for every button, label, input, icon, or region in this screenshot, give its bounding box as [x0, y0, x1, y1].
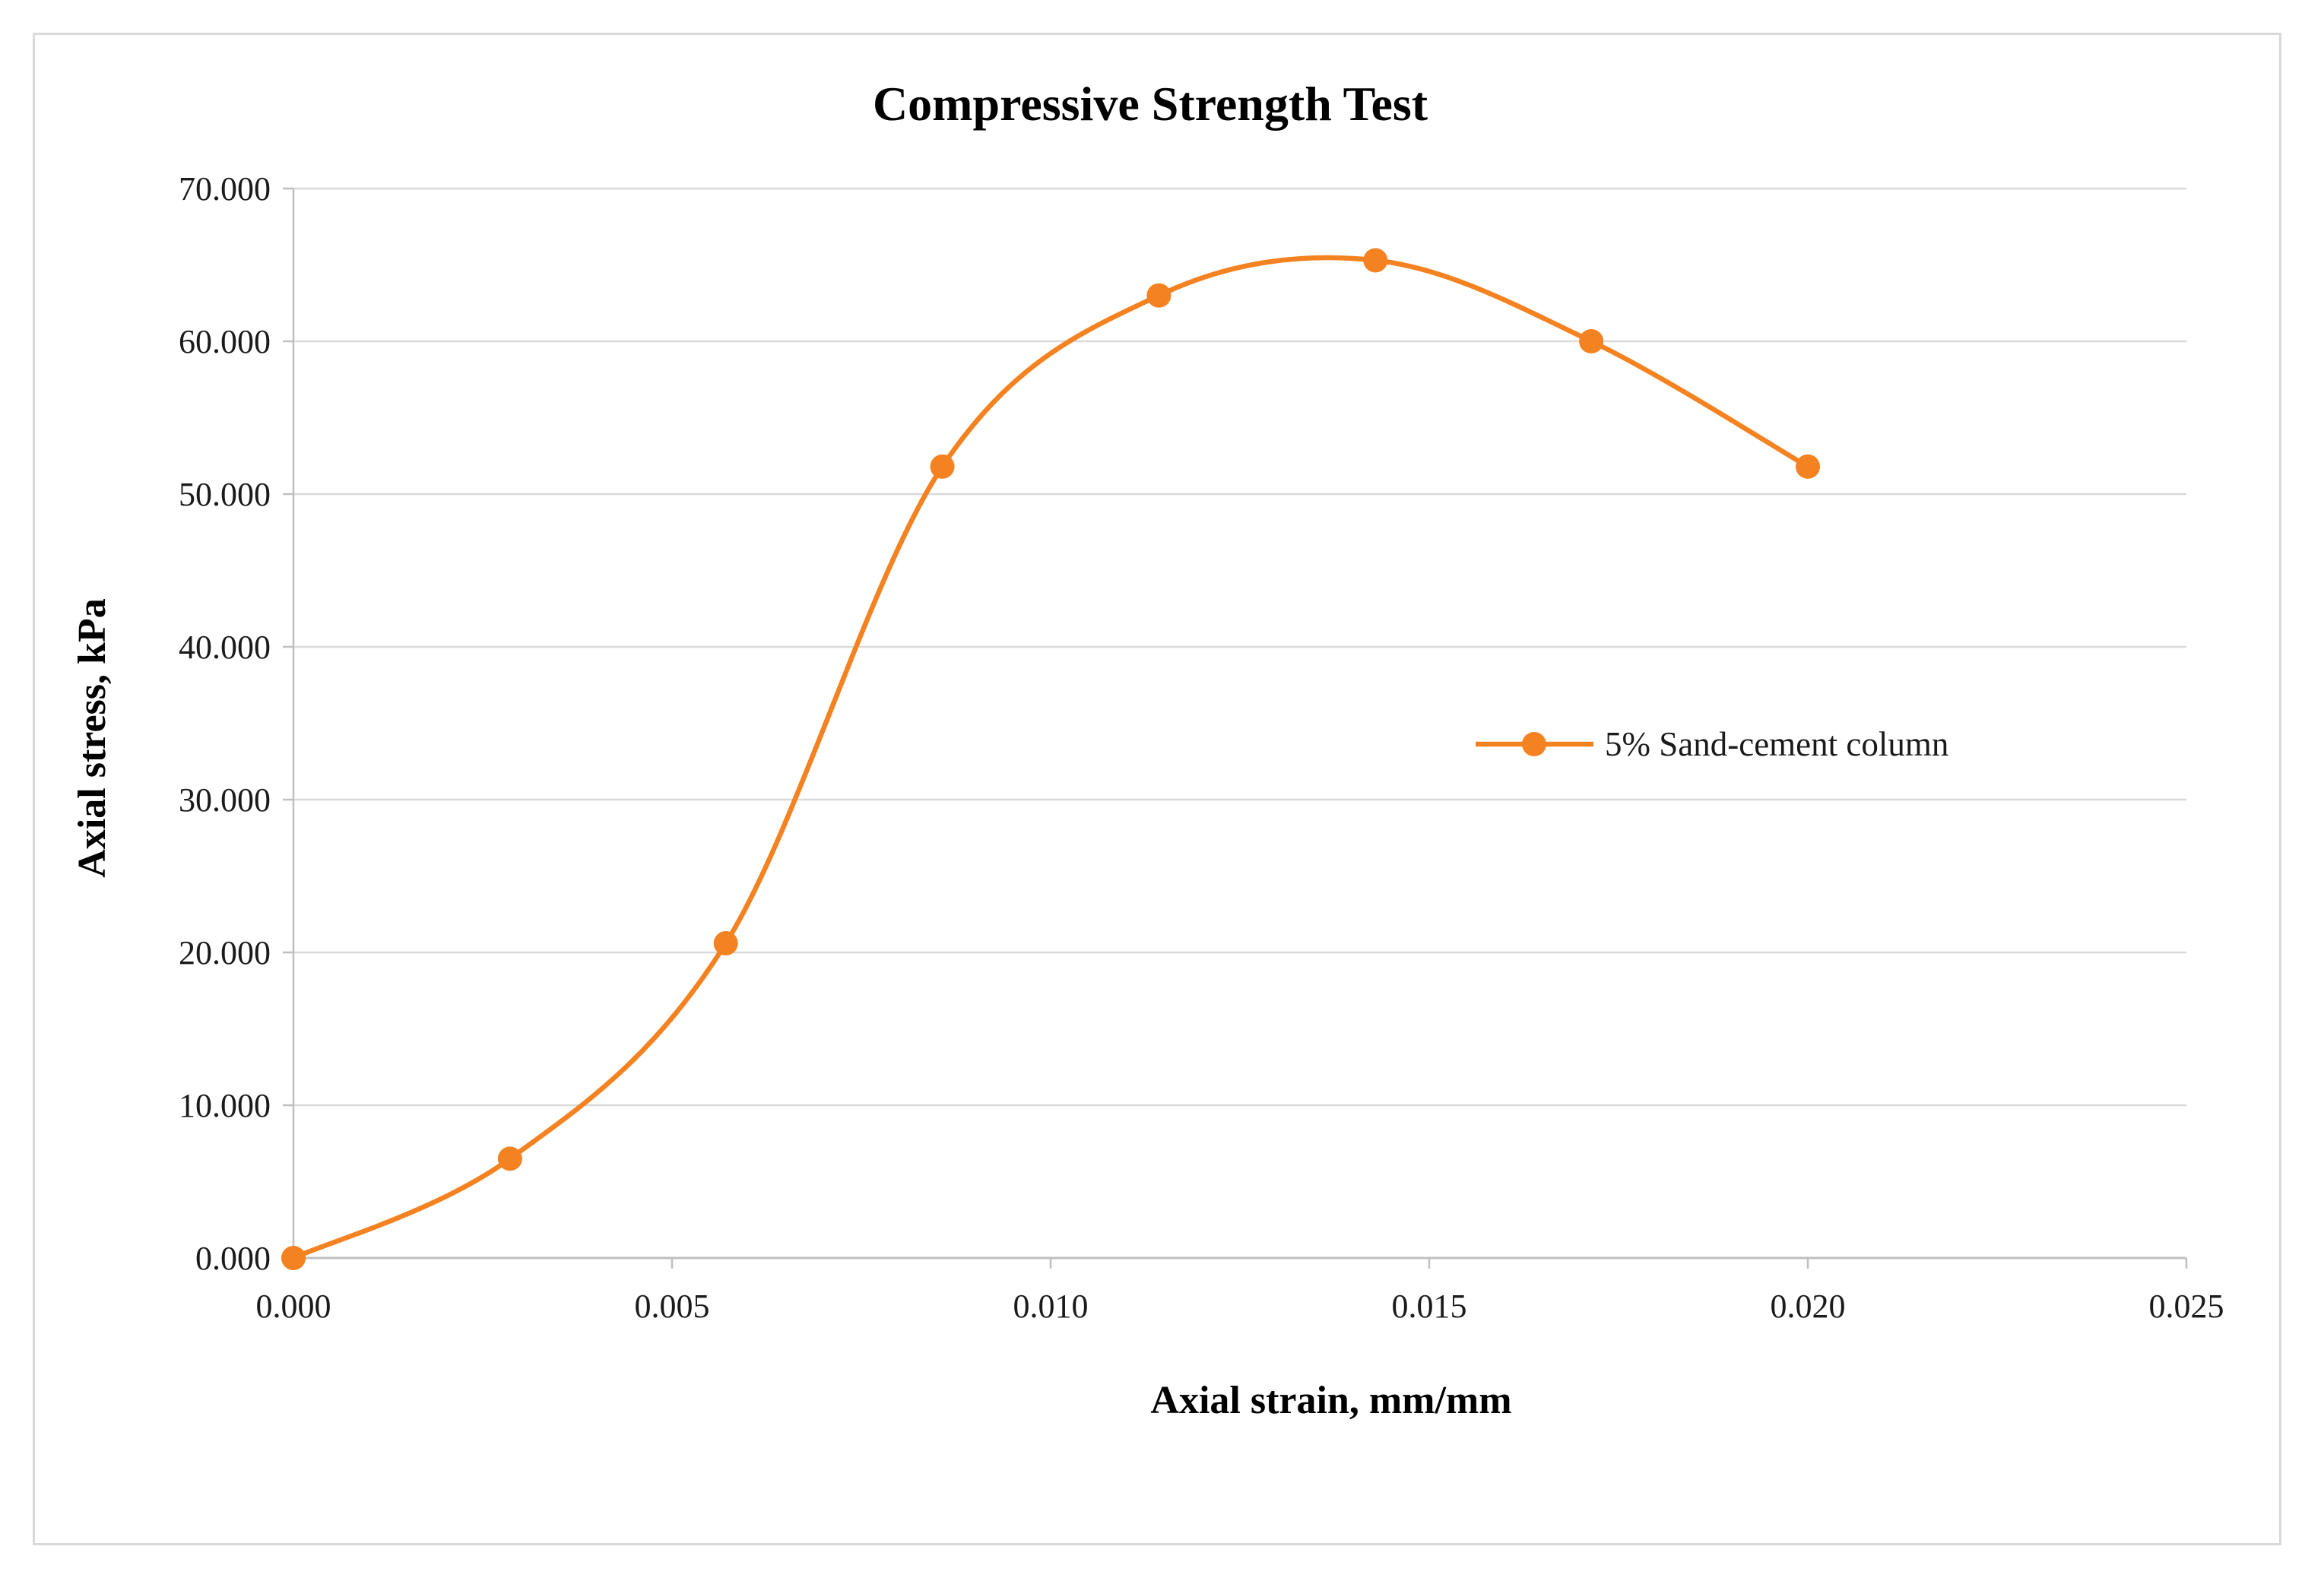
y-tick-label: 70.000	[179, 170, 271, 208]
gridlines	[293, 187, 2186, 1107]
y-tick-label: 40.000	[179, 629, 271, 666]
data-point	[497, 1146, 522, 1171]
data-point	[1146, 283, 1172, 308]
y-tick-label: 0.000	[195, 1240, 271, 1277]
y-tick-label: 10.000	[179, 1087, 271, 1124]
chart-area: 0.000 10.000 20.000 30.000 40.000 50.000 60.00…	[33, 33, 2281, 1545]
x-tick-label: 0.015	[1392, 1288, 1467, 1325]
y-tick-label: 30.000	[179, 781, 271, 819]
data-point	[1363, 248, 1388, 273]
x-tick-label: 0.010	[1013, 1288, 1089, 1325]
legend-marker-swatch	[1522, 732, 1546, 756]
data-point	[1579, 329, 1604, 353]
series-layer	[290, 255, 1811, 1261]
data-point	[713, 930, 738, 955]
x-tick-label: 0.025	[2149, 1288, 2224, 1325]
x-tick-label: 0.005	[635, 1288, 710, 1325]
y-tick-label: 60.000	[179, 323, 271, 360]
data-point	[281, 1246, 306, 1270]
compressive-strength-chart: 0.000 10.000 20.000 30.000 40.000 50.000 60.00…	[71, 77, 2224, 1422]
legend: 5% Sand-cement column	[1476, 725, 1948, 763]
x-tick-label: 0.000	[256, 1288, 331, 1325]
markers	[281, 248, 1820, 1270]
chart-title: Compressive Strength Test	[873, 77, 1428, 131]
y-axis-title: Axial stress, kPa	[71, 598, 114, 877]
tick-labels: 0.000 10.000 20.000 30.000 40.000 50.000 60.00…	[179, 170, 2224, 1325]
x-tick-label: 0.020	[1771, 1288, 1846, 1325]
legend-label: 5% Sand-cement column	[1605, 725, 1948, 763]
y-tick-label: 50.000	[179, 476, 271, 513]
series-line	[290, 255, 1811, 1261]
data-point	[1796, 454, 1820, 479]
axes	[283, 187, 2188, 1269]
x-axis-title: Axial strain, mm/mm	[1150, 1379, 1511, 1422]
data-point	[930, 454, 955, 479]
y-tick-label: 20.000	[179, 934, 271, 971]
